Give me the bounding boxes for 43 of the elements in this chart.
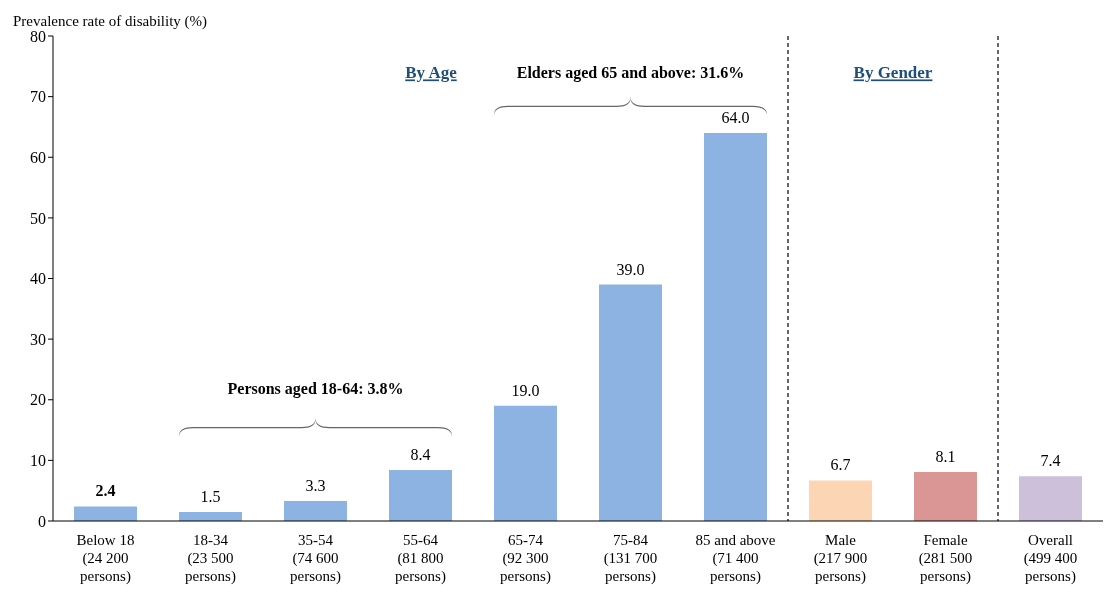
data-label: 3.3 — [305, 476, 326, 494]
bar — [809, 480, 872, 521]
x-tick-label: 55-64 (81 800 persons) — [395, 532, 446, 585]
data-label: 8.1 — [935, 447, 956, 465]
x-tick-label: Below 18 (24 200 persons) — [76, 532, 135, 585]
annotation: Persons aged 18-64: 3.8% — [227, 379, 404, 398]
x-tick-label: 85 and above (71 400 persons) — [695, 532, 776, 585]
data-label: 6.7 — [830, 456, 851, 474]
bar — [1019, 476, 1082, 521]
x-tick-label: Female (281 500 persons) — [918, 532, 973, 585]
data-label: 1.5 — [200, 487, 221, 505]
data-label: 2.4 — [95, 482, 116, 500]
y-tick-label: 30 — [30, 330, 46, 348]
annotation: Elders aged 65 and above: 31.6% — [516, 64, 745, 83]
x-tick-label: 75-84 (131 700 persons) — [603, 532, 658, 585]
bar — [389, 470, 452, 521]
annotation: By Gender — [853, 63, 933, 83]
y-tick-label: 20 — [30, 391, 46, 409]
y-tick-label: 50 — [30, 209, 46, 227]
x-tick-label: Male (217 900 persons) — [813, 532, 868, 585]
data-label: 8.4 — [410, 446, 431, 464]
bar — [704, 133, 767, 521]
y-tick-label: 0 — [38, 512, 46, 530]
y-tick-label: 10 — [30, 452, 46, 470]
bar — [599, 284, 662, 521]
data-label: 7.4 — [1040, 452, 1061, 470]
x-tick-label: 65-74 (92 300 persons) — [500, 532, 551, 585]
annotation: By Age — [405, 63, 458, 83]
x-tick-label: Overall (499 400 persons) — [1023, 532, 1078, 585]
y-tick-label: 40 — [30, 270, 46, 288]
x-tick-label: 18-34 (23 500 persons) — [185, 532, 236, 585]
data-label: 39.0 — [616, 260, 645, 278]
y-tick-label: 80 — [30, 27, 46, 45]
bar — [494, 405, 557, 521]
bar — [914, 471, 977, 521]
data-label: 19.0 — [511, 381, 540, 399]
bar — [74, 506, 137, 521]
y-tick-label: 60 — [30, 148, 46, 166]
bar — [284, 500, 347, 521]
y-tick-label: 70 — [30, 88, 46, 106]
x-tick-label: 35-54 (74 600 persons) — [290, 532, 341, 585]
y-axis-title: Prevalence rate of disability (%) — [13, 13, 208, 30]
data-label: 64.0 — [721, 109, 750, 126]
